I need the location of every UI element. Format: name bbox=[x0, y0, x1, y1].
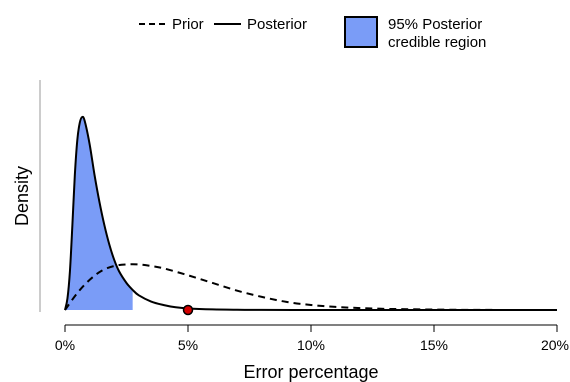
legend-prior-label: Prior bbox=[172, 16, 204, 33]
x-tick-label: 15% bbox=[420, 337, 448, 353]
x-tick-label: 20% bbox=[541, 337, 569, 353]
x-axis-title: Error percentage bbox=[243, 362, 378, 382]
y-axis-title: Density bbox=[12, 166, 32, 226]
x-tick-label: 5% bbox=[178, 337, 198, 353]
legend-region-label-line2: credible region bbox=[388, 34, 486, 51]
credible-region-area bbox=[65, 116, 133, 310]
series-posterior-line bbox=[64, 115, 557, 312]
x-tick-label: 0% bbox=[55, 337, 75, 353]
x-ticks: 0% 5% 10% 15% 20% bbox=[55, 325, 569, 353]
series-prior-line bbox=[64, 263, 558, 311]
legend-posterior-label: Posterior bbox=[247, 16, 307, 33]
observed-point bbox=[182, 304, 194, 316]
x-tick-label: 10% bbox=[297, 337, 325, 353]
legend-region-label-line1: 95% Posterior bbox=[388, 16, 482, 33]
legend-region-swatch bbox=[344, 16, 378, 48]
legend: Prior Posterior 95% Posterior credible r… bbox=[139, 16, 486, 51]
